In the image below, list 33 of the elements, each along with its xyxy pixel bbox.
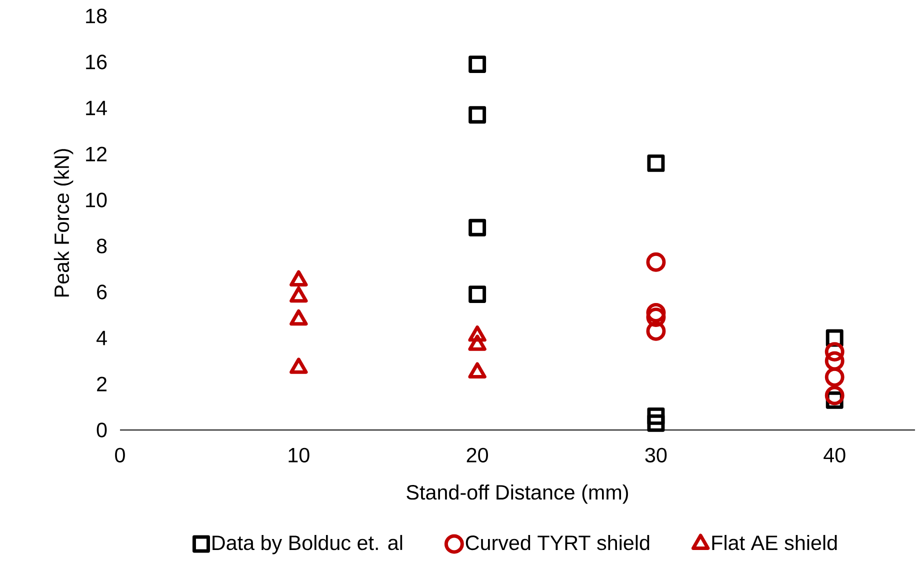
point: [824, 386, 844, 406]
point: [468, 218, 486, 236]
y-tick-label: 0: [96, 422, 107, 438]
y-tick-label: 14: [86, 100, 107, 116]
point: [646, 321, 666, 341]
y-tick-label: 12: [86, 146, 106, 162]
point: [646, 252, 666, 272]
y-tick-label: 10: [86, 192, 107, 208]
point: [824, 351, 844, 371]
legend-label: Flat AE shield: [712, 534, 837, 550]
y-tick-label: 6: [97, 284, 107, 300]
legend-label: Curved TYRT shield: [466, 534, 650, 550]
y-tick-label: 8: [96, 238, 107, 254]
point: [824, 367, 844, 387]
legend-label: Data by Bolduc et. al: [212, 534, 402, 554]
x-tick-label: 0: [115, 448, 125, 462]
y-tick-label: 18: [86, 8, 107, 24]
y-axis-title: Peak Force (kN): [54, 149, 74, 297]
point: [468, 286, 486, 304]
x-tick-label: 20: [466, 448, 488, 462]
point: [647, 414, 665, 432]
x-axis-title: Stand-off Distance (mm): [406, 484, 628, 504]
x-tick-label: 30: [645, 448, 667, 462]
point: [824, 342, 844, 362]
y-tick-label: 2: [97, 376, 106, 392]
point: [647, 407, 665, 425]
point: [647, 154, 665, 172]
y-tick-label: 4: [96, 330, 107, 346]
x-tick-label: 10: [288, 448, 310, 462]
point: [468, 56, 486, 74]
x-tick-label: 40: [824, 448, 846, 462]
y-tick-label: 16: [86, 54, 107, 70]
point: [468, 106, 486, 124]
